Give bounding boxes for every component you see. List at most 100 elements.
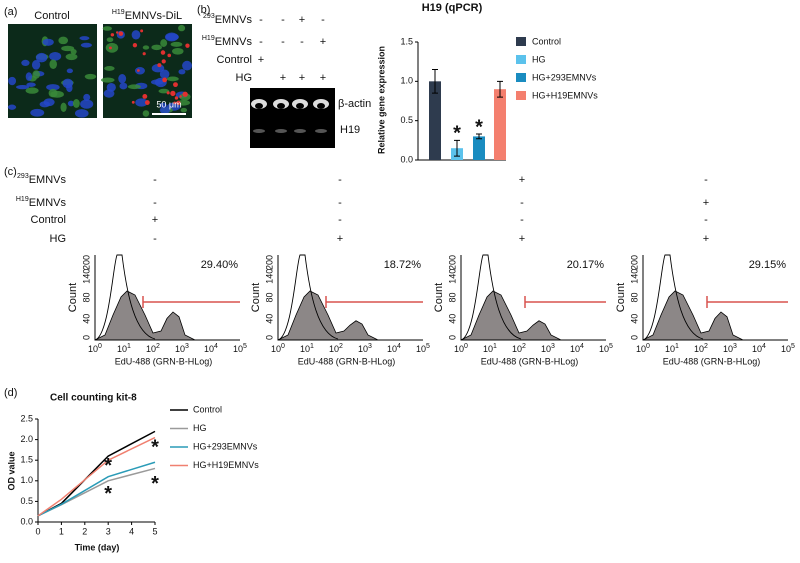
tick-exponent: 5 — [426, 343, 430, 350]
y-axis-label: Count — [250, 283, 262, 312]
tick-exponent: 1 — [127, 343, 131, 350]
condition-sign: - — [338, 197, 342, 209]
y-tick-label: 0.5 — [400, 115, 413, 125]
gate-percent: 18.72% — [384, 259, 422, 271]
significance: * — [104, 483, 112, 505]
dil-dot — [166, 91, 170, 95]
cell — [165, 33, 179, 41]
x-tick-label: 102 — [329, 343, 343, 355]
cell — [80, 42, 92, 48]
cell — [72, 99, 80, 108]
dil-dot — [142, 52, 146, 56]
cell — [32, 70, 41, 79]
y-tick-label: 1.0 — [20, 475, 33, 485]
condition-sign: - — [281, 14, 285, 26]
condition-sign: - — [281, 36, 285, 48]
cell — [105, 42, 119, 53]
tick-base: 10 — [146, 344, 156, 354]
legend-label: HG+H19EMNVs — [193, 460, 259, 470]
cell — [182, 60, 192, 71]
x-tick-label: 105 — [599, 343, 613, 355]
panel-label: (d) — [4, 387, 17, 399]
scale-bar-label: 50 μm — [156, 99, 181, 109]
band-core — [296, 103, 304, 109]
x-tick-label: 101 — [665, 343, 679, 355]
superscript: 293 — [203, 13, 215, 20]
y-tick-label: 1.0 — [400, 76, 413, 86]
x-tick-label: 103 — [723, 343, 737, 355]
cell — [80, 99, 94, 109]
cell — [127, 84, 141, 90]
y-tick-label: 200 — [629, 255, 639, 270]
condition-label: 293EMNVs — [203, 13, 252, 26]
condition-sign: - — [153, 233, 157, 245]
tick-exponent: 2 — [704, 343, 708, 350]
condition-sign: - — [704, 214, 708, 226]
y-tick-label: 0 — [264, 335, 274, 340]
x-tick-label: 102 — [512, 343, 526, 355]
legend-label: Control — [193, 404, 222, 414]
dil-dot — [160, 50, 166, 55]
label-text: EMNVs — [29, 197, 67, 209]
y-tick-label: 0.0 — [20, 516, 33, 526]
histogram-edu — [460, 290, 562, 341]
dil-dot — [173, 101, 176, 105]
axes — [642, 255, 788, 341]
series-line — [37, 467, 156, 517]
x-tick-label: 4 — [129, 526, 134, 536]
superscript: H19 — [202, 35, 215, 42]
x-tick-label: 0 — [35, 526, 40, 536]
cell — [151, 64, 165, 73]
x-tick-label: 101 — [117, 343, 131, 355]
tick-exponent: 0 — [646, 343, 650, 350]
histogram-control — [460, 254, 522, 341]
x-axis-label: EdU-488 (GRN-B-HLog) — [115, 356, 213, 366]
tick-base: 10 — [454, 344, 464, 354]
x-tick-label: 103 — [541, 343, 555, 355]
y-tick-label: 40 — [447, 314, 457, 324]
x-tick-label: 102 — [694, 343, 708, 355]
y-tick-label: 140 — [264, 269, 274, 284]
cell — [16, 85, 30, 90]
tick-base: 10 — [570, 344, 580, 354]
cell — [100, 77, 115, 83]
error-bar — [432, 69, 438, 94]
y-tick-label: 2.0 — [20, 434, 33, 444]
legend-swatch — [516, 73, 526, 82]
cell — [25, 87, 39, 94]
y-tick-label: 1.5 — [400, 36, 413, 46]
axes — [277, 255, 423, 341]
cell — [62, 78, 74, 89]
cell — [106, 37, 114, 43]
y-tick-label: 0 — [81, 335, 91, 340]
cell — [8, 76, 17, 86]
tick-exponent: 3 — [185, 343, 189, 350]
gate-percent: 29.15% — [749, 259, 787, 271]
x-tick-label: 101 — [483, 343, 497, 355]
dil-dot — [162, 77, 168, 83]
tick-exponent: 4 — [397, 343, 401, 350]
cell — [166, 76, 179, 82]
y-tick-label: 80 — [264, 292, 274, 302]
dil-dot — [115, 31, 119, 34]
dil-dot — [185, 43, 190, 48]
tick-base: 10 — [271, 344, 281, 354]
tick-base: 10 — [636, 344, 646, 354]
tick-exponent: 3 — [733, 343, 737, 350]
cell — [84, 73, 97, 80]
cell — [119, 82, 128, 90]
dil-dot — [174, 96, 179, 100]
band — [275, 129, 287, 133]
cell — [118, 73, 127, 84]
band-label: H19 — [340, 124, 360, 136]
x-tick-label: 105 — [416, 343, 430, 355]
x-tick-label: 103 — [175, 343, 189, 355]
legend-label: Control — [532, 36, 561, 46]
cell — [180, 107, 188, 113]
y-tick-label: 0.0 — [400, 154, 413, 164]
tick-base: 10 — [512, 344, 522, 354]
x-tick-label: 100 — [271, 343, 285, 355]
dil-dot — [131, 100, 135, 104]
tick-exponent: 0 — [98, 343, 102, 350]
